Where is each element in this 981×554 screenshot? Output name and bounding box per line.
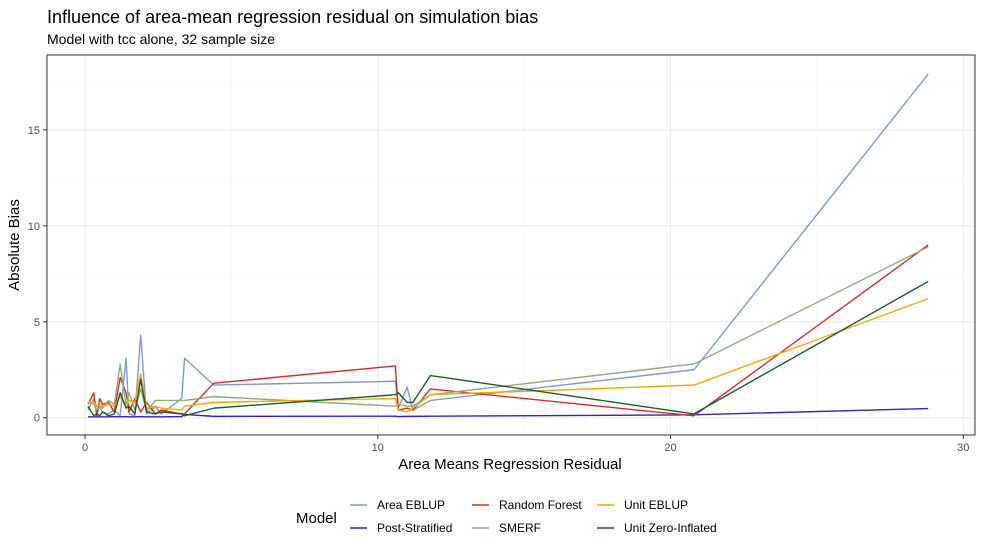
chart-title: Influence of area-mean regression residu… — [47, 7, 538, 27]
chart-subtitle: Model with tcc alone, 32 sample size — [47, 31, 275, 47]
legend-label-area-eblup: Area EBLUP — [377, 498, 445, 512]
panel-border — [46, 54, 976, 436]
x-tick-label: 20 — [664, 442, 676, 454]
series-line-post-stratified — [87, 407, 929, 418]
x-tick-label: 30 — [957, 442, 969, 454]
y-axis-title: Absolute Bias — [6, 199, 23, 291]
legend-title: Model — [296, 510, 337, 527]
y-tick-label: 15 — [28, 125, 40, 137]
y-tick-label: 10 — [28, 221, 40, 233]
legend-label-random-forest: Random Forest — [499, 498, 582, 512]
x-tick-label: 0 — [82, 442, 88, 454]
panel-background — [47, 55, 975, 435]
legend: Model Area EBLUP Post-Stratified Random Fo… — [296, 498, 717, 535]
x-tick-label: 10 — [372, 442, 384, 454]
y-tick-label: 0 — [34, 413, 40, 425]
series-line-random-forest — [87, 244, 929, 417]
y-tick-label: 5 — [34, 317, 40, 329]
series-line-unit-zero-inflated — [87, 280, 929, 417]
legend-label-unit-zero-inflated: Unit Zero-Inflated — [624, 521, 717, 535]
legend-label-smerf: SMERF — [499, 521, 541, 535]
plot-area: 0 10 20 30 0 5 10 15 — [28, 54, 976, 454]
legend-label-unit-eblup: Unit EBLUP — [624, 498, 688, 512]
legend-label-post-stratified: Post-Stratified — [377, 521, 452, 535]
x-axis-title: Area Means Regression Residual — [398, 456, 621, 473]
